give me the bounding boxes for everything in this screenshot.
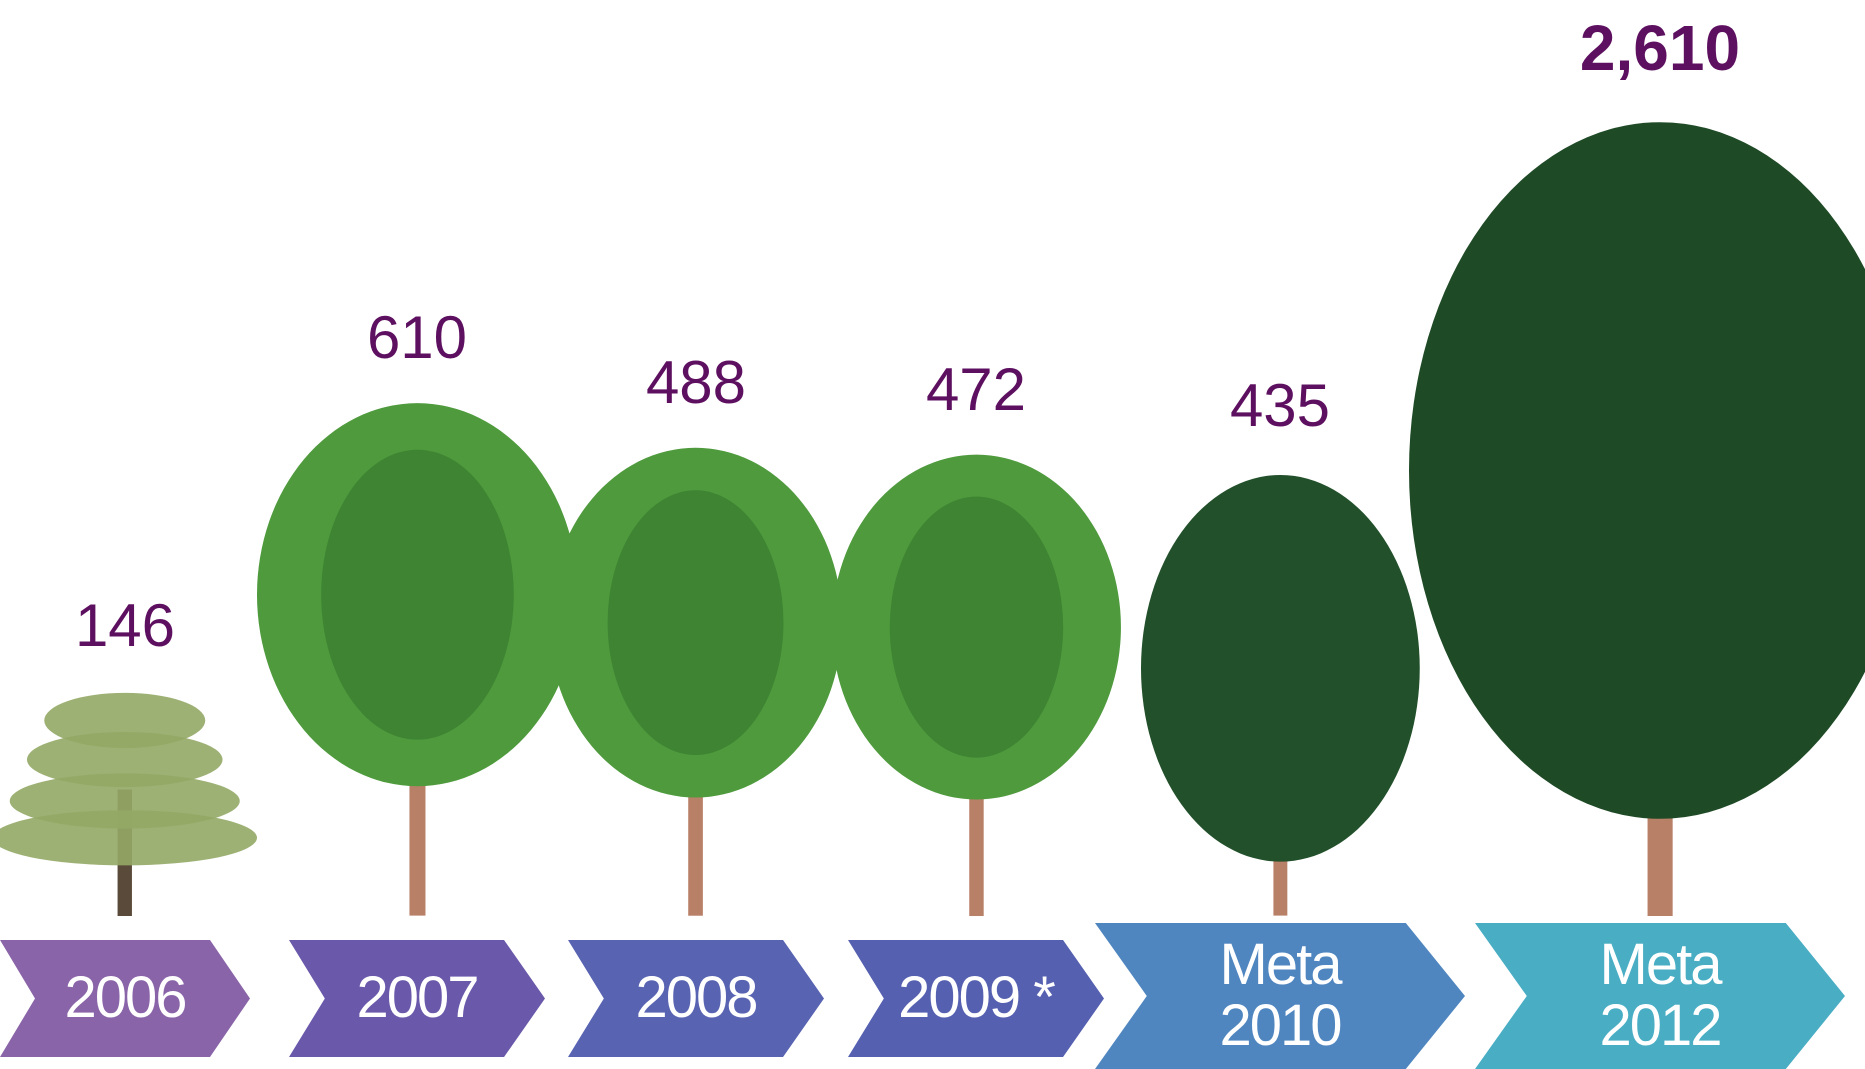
value-label: 146 xyxy=(74,592,176,659)
tree xyxy=(1408,122,1865,916)
arrow-label: 2008 xyxy=(635,965,758,1031)
canopy-shade xyxy=(320,450,514,741)
timeline-arrow: Meta 2012 xyxy=(1475,923,1845,1069)
timeline-arrow: Meta 2010 xyxy=(1095,923,1465,1069)
timeline-arrow: 2009 * xyxy=(848,940,1104,1057)
timeline-arrow: 2007 xyxy=(289,940,545,1057)
canopy xyxy=(1408,122,1865,819)
timeline-arrow: 2008 xyxy=(568,940,824,1057)
value-label: 472 xyxy=(925,355,1027,423)
canopy xyxy=(0,810,258,866)
arrow-label: 2007 xyxy=(356,965,479,1031)
tree xyxy=(1140,475,1420,916)
canopy-shade xyxy=(889,496,1063,758)
canopy xyxy=(27,732,223,788)
value-label: 610 xyxy=(366,304,468,372)
canopy xyxy=(1140,475,1420,863)
value-label: 488 xyxy=(645,349,747,417)
value-label: 435 xyxy=(1229,372,1331,440)
tree xyxy=(0,692,258,916)
value-label: 2,610 xyxy=(1579,12,1741,84)
arrow-label: Meta 2010 xyxy=(1219,932,1342,1058)
canopy xyxy=(44,692,206,749)
tree xyxy=(256,403,578,916)
tree xyxy=(549,447,843,916)
timeline-arrow: 2006 xyxy=(0,940,250,1057)
arrow-label: Meta 2012 xyxy=(1599,932,1722,1058)
tree xyxy=(831,454,1121,916)
canopy-shade xyxy=(608,490,784,756)
arrow-label: 2009 * xyxy=(898,965,1056,1031)
arrow-label: 2006 xyxy=(64,965,187,1031)
